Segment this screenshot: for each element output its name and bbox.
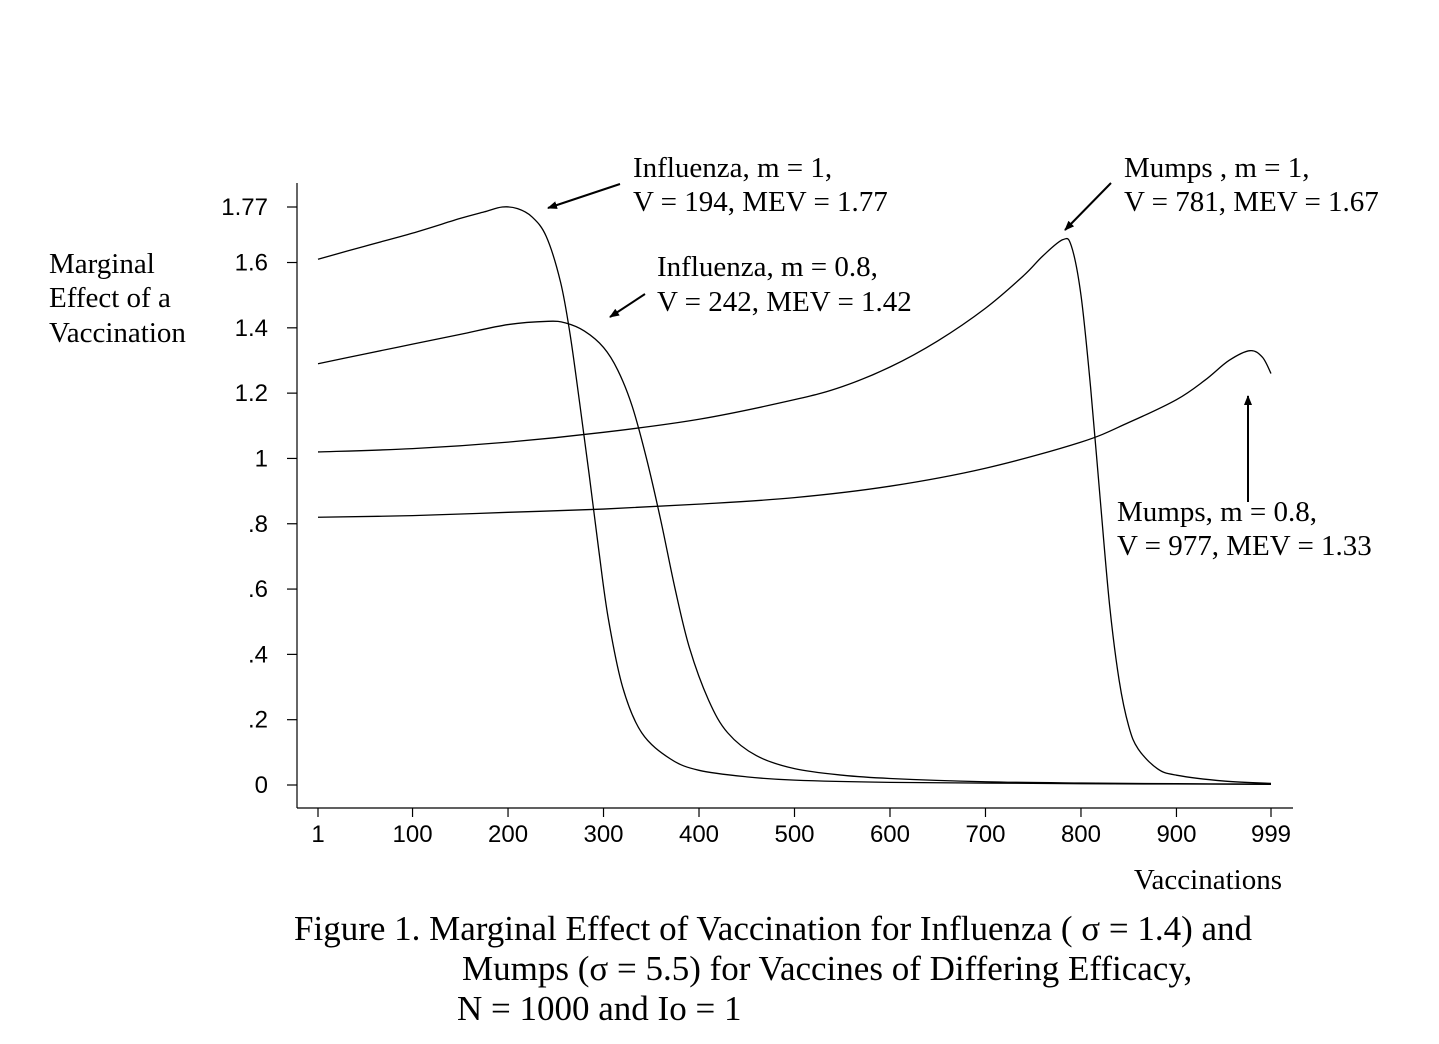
annotation-mumps-m1-arrow bbox=[1064, 182, 1112, 231]
x-ticks: 1 100 200 300 400 500 600 700 800 900 999 bbox=[311, 808, 1291, 848]
series-influenza-m1-line bbox=[317, 206, 1272, 785]
x-axis-label: Vaccinations bbox=[1134, 864, 1282, 896]
x-tick-label: 100 bbox=[393, 821, 433, 848]
x-tick-label: 900 bbox=[1156, 821, 1196, 848]
y-tick-label: .8 bbox=[248, 511, 268, 538]
x-tick-label: 700 bbox=[965, 821, 1005, 848]
x-tick-label: 600 bbox=[870, 821, 910, 848]
annotation-influenza-m1-line-1: Influenza, m = 1, bbox=[633, 152, 832, 184]
x-tick-label: 500 bbox=[774, 821, 814, 848]
y-axis-label-line-2: Effect of a bbox=[49, 282, 171, 314]
x-tick-label: 200 bbox=[488, 821, 528, 848]
y-tick-label: 1 bbox=[255, 445, 268, 472]
y-tick-label: 1.77 bbox=[221, 194, 268, 221]
figure-caption-line-2: Mumps (σ = 5.5) for Vaccines of Differin… bbox=[462, 949, 1192, 988]
annotation-influenza-m08-line-1: Influenza, m = 0.8, bbox=[657, 251, 878, 283]
x-tick-label: 1 bbox=[311, 821, 324, 848]
annotation-mumps-m1-line-1: Mumps , m = 1, bbox=[1124, 152, 1310, 184]
annotation-influenza-m1-line-2: V = 194, MEV = 1.77 bbox=[633, 186, 888, 218]
x-tick-label: 800 bbox=[1061, 821, 1101, 848]
series-group bbox=[317, 206, 1272, 785]
y-tick-label: 0 bbox=[255, 772, 268, 799]
annotation-influenza-m1-arrow bbox=[547, 183, 621, 209]
y-ticks: 0 .2 .4 .6 .8 1 1.2 1.4 1.6 1.77 bbox=[221, 194, 297, 799]
annotation-influenza-m08-arrow bbox=[609, 293, 646, 318]
y-tick-label: 1.6 bbox=[235, 250, 268, 277]
x-tick-label: 400 bbox=[679, 821, 719, 848]
y-tick-label: .2 bbox=[248, 707, 268, 734]
series-mumps-m08-line bbox=[317, 349, 1272, 518]
annotation-influenza-m08-line-2: V = 242, MEV = 1.42 bbox=[657, 286, 912, 318]
y-tick-label: 1.4 bbox=[235, 315, 268, 342]
y-tick-label: .4 bbox=[248, 641, 268, 668]
series-mumps-m1-line bbox=[317, 237, 1272, 785]
annotation-mumps-m08-line-2: V = 977, MEV = 1.33 bbox=[1117, 530, 1372, 562]
figure-caption-line-3: N = 1000 and Io = 1 bbox=[457, 989, 741, 1028]
x-tick-label: 300 bbox=[583, 821, 623, 848]
series-influenza-m08-line bbox=[317, 320, 1272, 785]
x-tick-label: 999 bbox=[1251, 821, 1291, 848]
y-tick-label: 1.2 bbox=[235, 380, 268, 407]
figure-caption-line-1: Figure 1. Marginal Effect of Vaccination… bbox=[294, 909, 1253, 948]
annotation-mumps-m08-line-1: Mumps, m = 0.8, bbox=[1117, 496, 1317, 528]
y-tick-label: .6 bbox=[248, 576, 268, 603]
annotation-mumps-m1-line-2: V = 781, MEV = 1.67 bbox=[1124, 186, 1379, 218]
y-axis-label-line-3: Vaccination bbox=[49, 317, 186, 349]
y-axis-label-line-1: Marginal bbox=[49, 248, 155, 280]
